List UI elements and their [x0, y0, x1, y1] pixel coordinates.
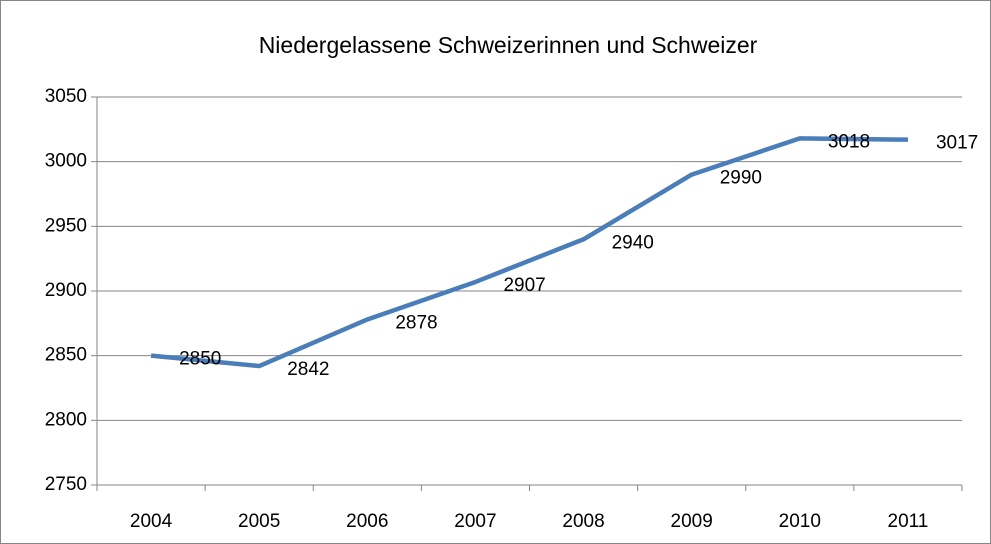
y-tick-label: 2900 — [45, 280, 87, 301]
y-tick-label: 3000 — [45, 151, 87, 172]
y-tick-label: 2750 — [45, 474, 87, 495]
y-tick-label: 2950 — [45, 215, 87, 236]
x-tick-label: 2006 — [346, 511, 388, 532]
x-tick-label: 2007 — [454, 511, 496, 532]
data-label: 2850 — [179, 349, 221, 370]
x-tick-label: 2005 — [238, 511, 280, 532]
data-label: 2842 — [287, 359, 329, 380]
y-tick-label: 2850 — [45, 345, 87, 366]
data-label: 2940 — [612, 232, 654, 253]
y-tick-label: 3050 — [45, 86, 87, 107]
x-tick-label: 2009 — [671, 511, 713, 532]
data-label: 2878 — [395, 312, 437, 333]
x-tick-label: 2011 — [888, 511, 929, 532]
data-label: 3018 — [828, 131, 870, 152]
data-line — [150, 136, 908, 369]
x-tick-label: 2004 — [130, 511, 173, 532]
x-tick-label: 2008 — [562, 511, 604, 532]
data-label: 2907 — [503, 275, 545, 296]
chart-title: Niedergelassene Schweizerinnen und Schwe… — [259, 32, 758, 58]
data-label: 3017 — [936, 133, 978, 154]
data-label: 2990 — [720, 168, 762, 189]
x-tick-label: 2010 — [779, 511, 821, 532]
y-tick-label: 2800 — [45, 409, 87, 430]
